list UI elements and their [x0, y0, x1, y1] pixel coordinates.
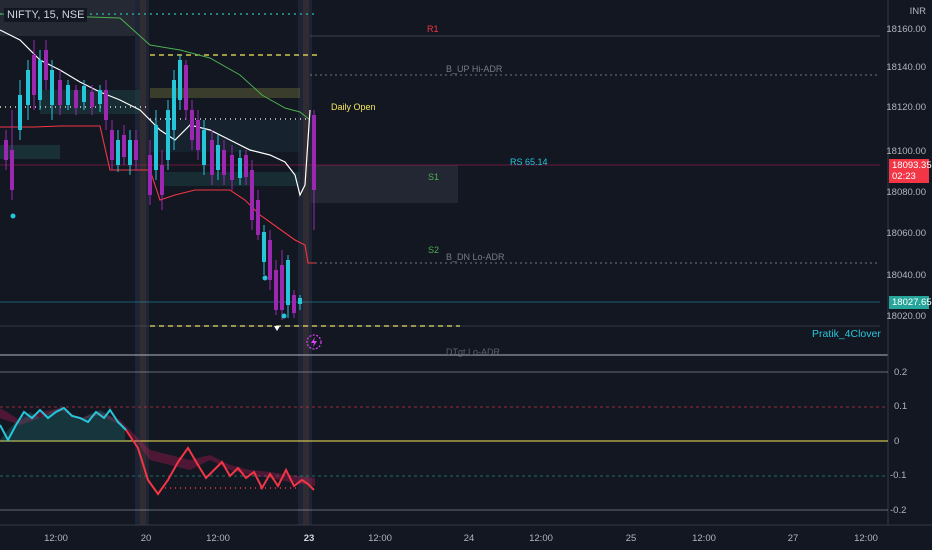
price-axis-label: 18020.00 [886, 311, 926, 322]
time-axis-label: 12:00 [44, 533, 68, 544]
price-axis-label: 18120.00 [886, 102, 926, 113]
level-up-hi-adr-label: B_UP Hi-ADR [446, 64, 503, 74]
time-axis-label: 12:00 [368, 533, 392, 544]
last-price-value: 18093.35 [892, 160, 932, 171]
level-r1-label: R1 [427, 24, 439, 34]
time-axis-label: 12:00 [854, 533, 878, 544]
time-axis-label: 25 [625, 533, 637, 544]
price-axis-label: 18060.00 [886, 228, 926, 239]
indicator-axis-label: -0.2 [890, 505, 907, 516]
price-axis-label: 18140.00 [886, 62, 926, 73]
time-axis-label: 12:00 [206, 533, 230, 544]
currency-label: INR [909, 6, 926, 17]
bar-countdown: 02:23 [892, 171, 916, 182]
level-dtgt-lo-adr-label: DTgt Lo-ADR [446, 347, 501, 357]
crosshair-price-badge: 18027.65 [889, 296, 932, 309]
symbol-title[interactable]: NIFTY, 15, NSE [4, 8, 88, 22]
time-axis-label: 20 [140, 533, 152, 544]
indicator-axis-label: 0.1 [894, 401, 908, 412]
level-dn-lo-adr-label: B_DN Lo-ADR [446, 252, 505, 262]
time-axis-label: 23 [303, 533, 315, 544]
indicator-axis-label: 0 [894, 436, 900, 447]
level-s2-label: S2 [428, 245, 440, 255]
indicator-axis-label: -0.1 [890, 470, 907, 481]
level-rs-label: RS 65.14 [510, 157, 548, 167]
time-axis-label: 12:00 [692, 533, 716, 544]
last-price-badge: 18093.35 02:23 [889, 159, 932, 183]
daily-open-label: Daily Open [331, 102, 376, 112]
price-axis-label: 18100.00 [886, 146, 926, 157]
level-s1-label: S1 [428, 172, 440, 182]
time-axis-label: 24 [463, 533, 475, 544]
price-axis-label: 18080.00 [886, 187, 926, 198]
indicator-axis-label: 0.2 [894, 367, 908, 378]
author-watermark: Pratik_4Clover [812, 328, 881, 340]
price-axis-label: 18160.00 [886, 24, 926, 35]
time-axis-label: 12:00 [529, 533, 553, 544]
price-axis-label: 18040.00 [886, 270, 926, 281]
time-axis-label: 27 [787, 533, 799, 544]
